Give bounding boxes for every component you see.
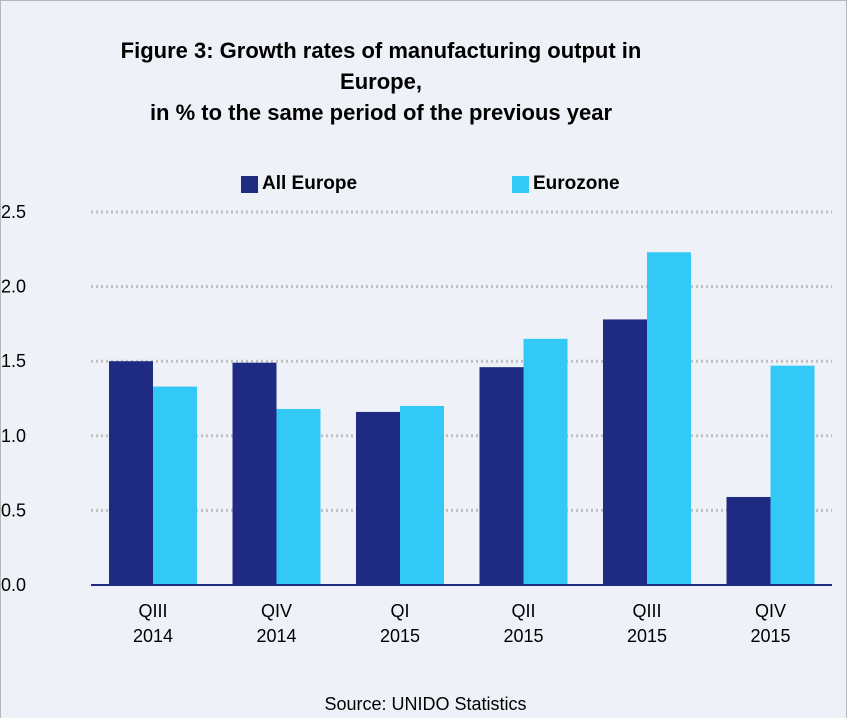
legend-label-eurozone: Eurozone (533, 173, 620, 194)
bar-eurozone-5 (770, 365, 815, 585)
y-tick-label-4: 2.0 (1, 277, 26, 297)
legend-label-all-europe: All Europe (262, 173, 358, 194)
x-tick-label-2-1: 2015 (380, 626, 420, 646)
x-tick-label-3-1: 2015 (503, 626, 543, 646)
legend-swatch-eurozone (512, 175, 529, 193)
bar-all-europe-1 (232, 362, 277, 585)
y-tick-label-3: 1.5 (1, 351, 26, 371)
bar-eurozone-0 (153, 386, 197, 585)
x-tick-label-3-0: QII (511, 601, 535, 621)
x-tick-label-2-0: QI (390, 601, 409, 621)
chart-title: Figure 3: Growth rates of manufacturing … (71, 35, 691, 128)
x-tick-label-0-0: QIII (138, 601, 167, 621)
bar-all-europe-5 (726, 496, 771, 585)
y-tick-label-1: 0.5 (1, 500, 26, 520)
bar-eurozone-4 (647, 252, 691, 585)
bar-eurozone-2 (400, 405, 444, 585)
legend-item-eurozone: Eurozone (512, 173, 620, 195)
legend-item-all-europe: All Europe (241, 173, 357, 195)
bar-all-europe-2 (356, 411, 400, 585)
x-tick-label-4-0: QIII (632, 601, 661, 621)
bar-all-europe-3 (479, 367, 524, 585)
y-tick-label-2: 1.0 (1, 426, 26, 446)
bar-eurozone-1 (276, 408, 321, 585)
x-tick-label-5-0: QIV (755, 601, 786, 621)
x-tick-label-4-1: 2015 (627, 626, 667, 646)
bar-all-europe-0 (109, 361, 153, 585)
x-tick-label-1-1: 2014 (256, 626, 296, 646)
chart-plot: 0.0 0.5 1.0 1.5 2.0 2.5 QIII 2014 QIV 2014 QI 2015 Q… (1, 202, 832, 646)
chart-title-line-2: Europe, (340, 69, 422, 94)
y-tick-label-0: 0.0 (1, 575, 26, 595)
legend-swatch-all-europe (241, 175, 258, 193)
bar-all-europe-4 (603, 319, 647, 585)
chart-title-line-1: Figure 3: Growth rates of manufacturing … (120, 38, 642, 63)
x-tick-label-1-0: QIV (261, 601, 292, 621)
y-tick-label-5: 2.5 (1, 202, 26, 222)
chart-title-line-3: in % to the same period of the previous … (149, 100, 613, 125)
source-note: Source: UNIDO Statistics (324, 694, 527, 714)
chart-legend: All Europe Eurozone (1, 173, 849, 197)
x-tick-label-5-1: 2015 (750, 626, 790, 646)
bar-eurozone-3 (523, 338, 568, 585)
x-tick-label-0-1: 2014 (133, 626, 173, 646)
